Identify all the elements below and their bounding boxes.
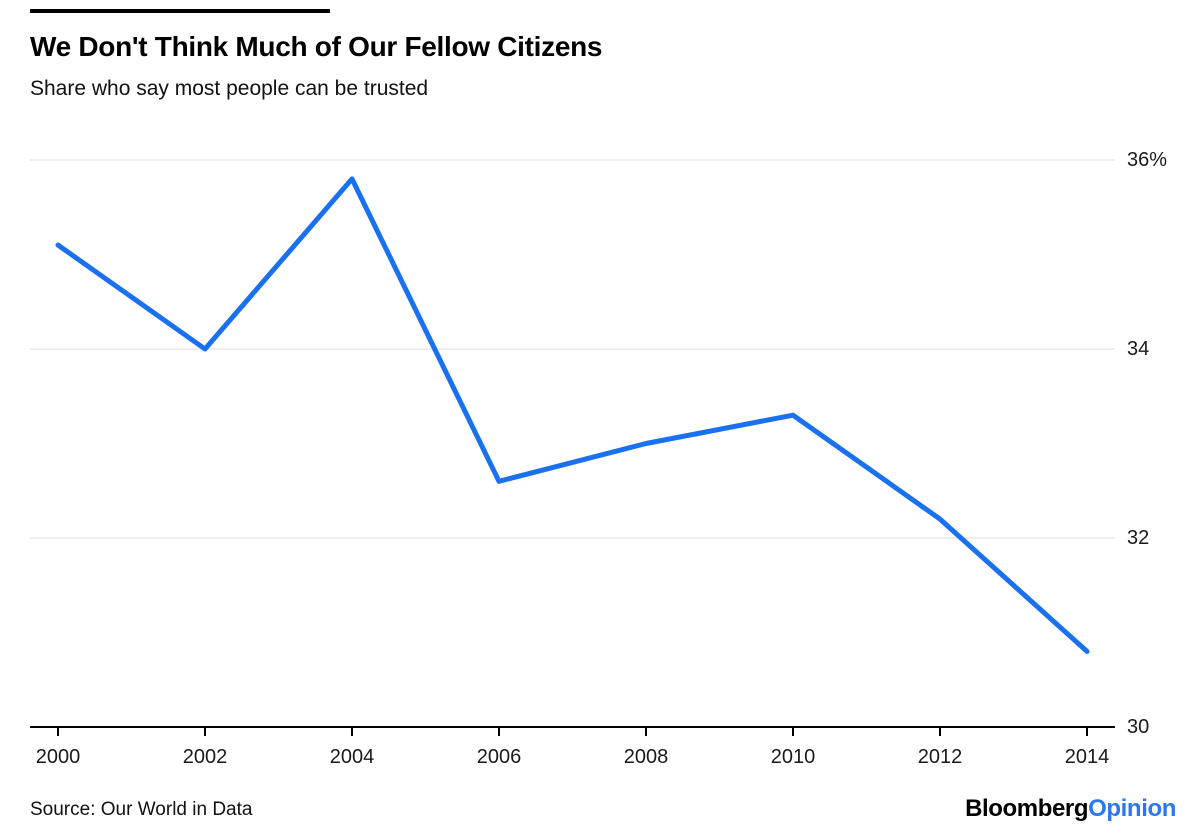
y-tick-label: 30 xyxy=(1127,716,1149,738)
x-tick-label: 2014 xyxy=(1065,746,1110,768)
logo-opinion: Opinion xyxy=(1088,795,1176,822)
y-tick-label: 34 xyxy=(1127,338,1149,360)
x-tick-label: 2012 xyxy=(918,746,963,768)
source-credit: Source: Our World in Data xyxy=(30,799,253,820)
y-tick-label: 36% xyxy=(1127,149,1167,171)
chart-title: We Don't Think Much of Our Fellow Citize… xyxy=(30,31,603,62)
x-tick-label: 2004 xyxy=(330,746,375,768)
top-rule xyxy=(30,9,330,13)
brand-logo: BloombergOpinion xyxy=(965,795,1176,823)
x-tick-label: 2010 xyxy=(771,746,816,768)
x-tick-label: 2000 xyxy=(36,746,81,768)
x-tick-label: 2002 xyxy=(183,746,228,768)
trend-line xyxy=(55,176,1090,654)
chart-subtitle: Share who say most people can be trusted xyxy=(30,77,429,100)
x-tick-label: 2008 xyxy=(624,746,669,768)
logo-bloomberg: Bloomberg xyxy=(965,795,1089,822)
x-tick-label: 2006 xyxy=(477,746,522,768)
y-tick-label: 32 xyxy=(1127,527,1149,549)
